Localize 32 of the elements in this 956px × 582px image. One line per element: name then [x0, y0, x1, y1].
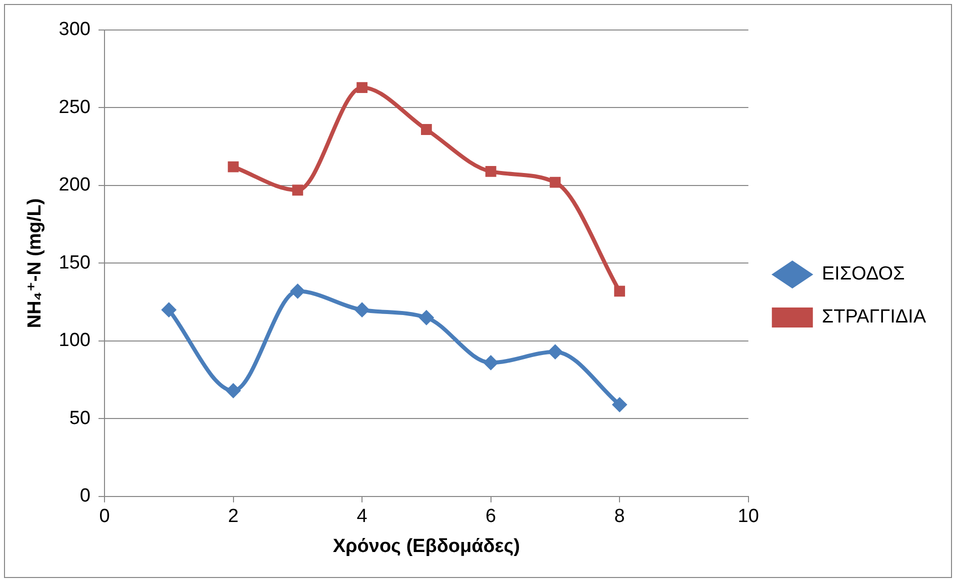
x-axis-title: Χρόνος (Εβδομάδες) — [332, 536, 520, 557]
point — [548, 344, 563, 360]
point — [483, 355, 498, 370]
x-tick-label: 0 — [99, 506, 110, 528]
y-tick-label: 200 — [58, 174, 90, 196]
point — [356, 82, 368, 93]
point — [550, 176, 561, 188]
point — [612, 397, 628, 412]
point — [161, 302, 176, 318]
y-tick-label: 0 — [80, 486, 90, 507]
x-tick-label: 6 — [486, 506, 496, 528]
y-tick-label: 250 — [58, 96, 90, 118]
x-tick-label: 8 — [614, 506, 625, 528]
y-tick-label: 50 — [69, 408, 90, 429]
point — [420, 124, 432, 135]
point — [418, 310, 434, 326]
point — [290, 284, 306, 299]
x-tick-label: 4 — [356, 506, 368, 528]
y-axis-title: NH₄⁺-N (mg/L) — [24, 198, 46, 328]
x-tick-label: 2 — [228, 506, 239, 528]
x-tick-label: 10 — [738, 506, 759, 528]
legend-label: ΕΙΣΟΔΟΣ — [822, 264, 905, 285]
point — [354, 302, 370, 318]
y-tick-label: 300 — [58, 19, 90, 40]
point — [226, 383, 241, 398]
y-tick-label: 150 — [58, 252, 90, 274]
point — [228, 161, 239, 172]
y-tick-label: 100 — [58, 330, 90, 352]
legend-label: ΣΤΡΑΓΓΙΔΙΑ — [822, 306, 926, 328]
point — [292, 184, 304, 196]
point — [485, 166, 496, 177]
point — [614, 286, 626, 297]
